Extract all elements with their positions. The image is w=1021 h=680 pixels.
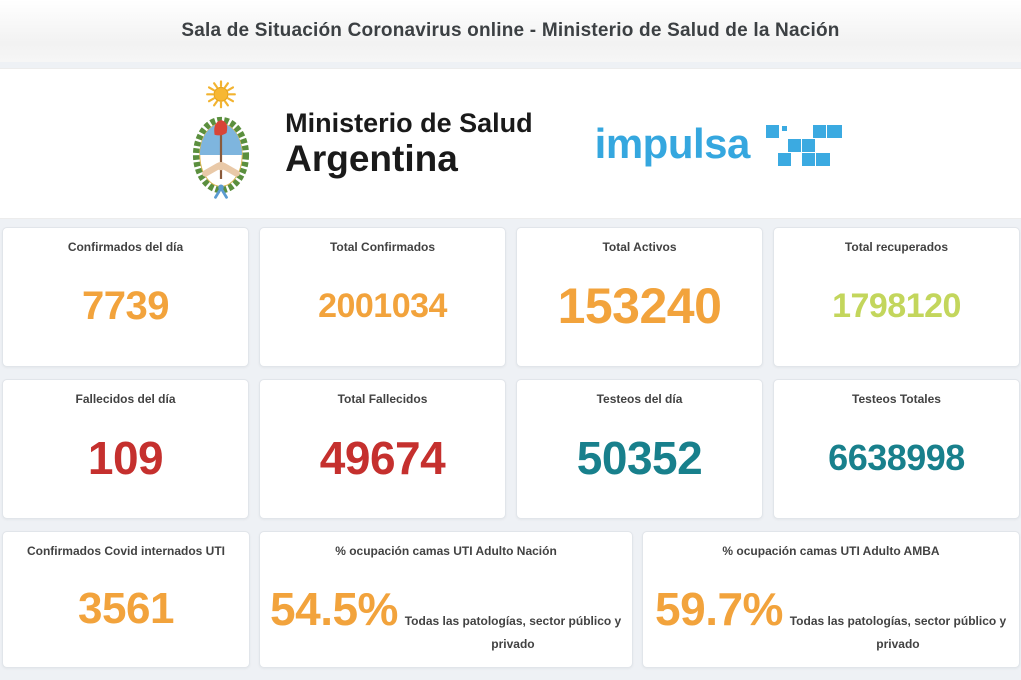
ministry-logo-text: Ministerio de Salud Argentina — [285, 108, 533, 180]
card-testeos-del-dia: Testeos del día 50352 — [516, 379, 763, 519]
card-title: % ocupación camas UTI Adulto Nación — [335, 544, 557, 558]
impulsa-logo: impulsa — [595, 120, 846, 168]
card-title: Total recuperados — [844, 240, 949, 254]
card-ocupacion-uti-amba: % ocupación camas UTI Adulto AMBA 59.7% … — [642, 531, 1020, 668]
card-total-recuperados: Total recuperados 1798120 — [773, 227, 1020, 367]
scorecard-row-2: Fallecidos del día 109 Total Fallecidos … — [2, 379, 1020, 519]
card-total-confirmados: Total Confirmados 2001034 — [259, 227, 506, 367]
card-value: 49674 — [319, 432, 446, 484]
card-title: % ocupación camas UTI Adulto AMBA — [722, 544, 940, 558]
card-ocupacion-uti-nacion: % ocupación camas UTI Adulto Nación 54.5… — [259, 531, 633, 668]
card-testeos-totales: Testeos Totales 6638998 — [773, 379, 1020, 519]
card-title: Testeos del día — [596, 392, 683, 406]
card-caption: Todas las patologías, sector público y p… — [404, 614, 622, 651]
card-title: Confirmados Covid internados UTI — [26, 544, 225, 558]
card-title: Confirmados del día — [67, 240, 184, 254]
card-title: Total Fallecidos — [337, 392, 428, 406]
ministry-name: Ministerio de Salud — [285, 107, 533, 138]
report-header: Sala de Situación Coronavirus online - M… — [0, 0, 1021, 62]
card-title: Total Activos — [602, 240, 677, 254]
card-fallecidos-del-dia: Fallecidos del día 109 — [2, 379, 249, 519]
card-total-fallecidos: Total Fallecidos 49674 — [259, 379, 506, 519]
card-value: 54.5% — [270, 582, 398, 635]
card-title: Testeos Totales — [852, 392, 941, 406]
card-title: Total Confirmados — [329, 240, 436, 254]
card-value: 59.7% — [655, 582, 783, 635]
card-confirmados-del-dia: Confirmados del día 7739 — [2, 227, 249, 367]
impulsa-wordmark: impulsa — [594, 119, 751, 167]
card-value: 3561 — [78, 583, 174, 633]
argentina-coat-of-arms-icon — [193, 79, 250, 199]
scorecard-row-3: Confirmados Covid internados UTI 3561 % … — [2, 531, 1020, 668]
card-confirmados-internados-uti: Confirmados Covid internados UTI 3561 — [2, 531, 250, 668]
card-value: 1798120 — [832, 287, 961, 325]
card-value: 7739 — [82, 284, 169, 328]
impulsa-mosaic-icon — [765, 124, 846, 167]
card-value: 50352 — [576, 432, 703, 484]
card-total-activos: Total Activos 153240 — [516, 227, 763, 367]
card-value: 2001034 — [318, 287, 447, 325]
card-value: 109 — [87, 432, 164, 484]
card-value: 6638998 — [828, 437, 965, 478]
page-title: Sala de Situación Coronavirus online - M… — [181, 20, 840, 41]
card-caption: Todas las patologías, sector público y p… — [789, 614, 1007, 651]
scorecard-grid: Confirmados del día 7739 Total Confirmad… — [2, 227, 1020, 668]
card-value: 153240 — [557, 278, 722, 334]
logo-panel: Ministerio de Salud Argentina impulsa — [0, 68, 1021, 219]
card-title: Fallecidos del día — [75, 392, 176, 406]
ministry-country: Argentina — [285, 137, 458, 179]
scorecard-row-1: Confirmados del día 7739 Total Confirmad… — [2, 227, 1020, 367]
